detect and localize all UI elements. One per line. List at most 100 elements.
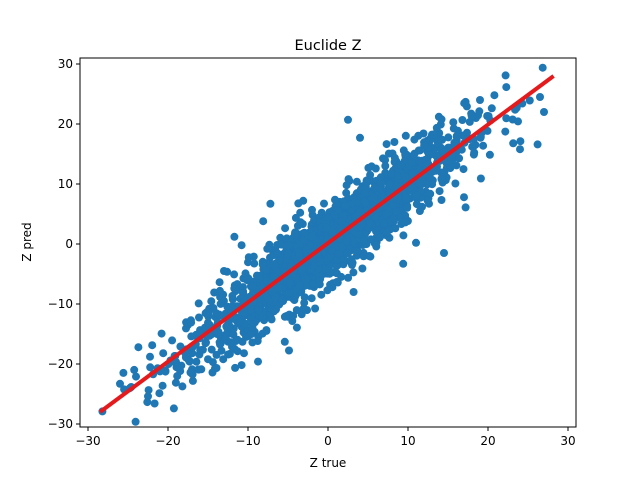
data-point [182,324,190,333]
data-point [216,340,224,349]
data-point [401,150,410,159]
data-point [178,382,187,391]
data-point [159,349,168,358]
data-point [401,173,410,182]
data-point [299,304,308,313]
data-point [241,269,250,278]
data-point [248,323,257,332]
data-point [269,260,278,269]
data-point [228,291,237,300]
data-point [386,169,395,178]
data-point [409,151,418,160]
data-point [444,133,453,142]
data-point [415,179,424,188]
data-point [227,302,236,311]
data-point [418,202,426,211]
data-point [381,161,390,170]
data-point [540,108,548,116]
data-point [243,276,252,285]
data-point [407,158,416,167]
data-point [144,392,152,401]
data-point [332,278,341,286]
data-point [222,322,231,331]
data-point [450,138,459,147]
data-point [277,240,286,249]
data-point [157,329,166,338]
data-point [474,111,482,120]
data-point [169,404,178,413]
data-point [325,267,334,276]
data-point [399,231,408,240]
data-point [201,339,210,348]
data-point [516,137,525,146]
data-point [258,260,267,269]
data-point [119,368,128,377]
data-point [308,205,316,214]
data-point [212,364,221,372]
data-point [467,111,476,120]
data-point [146,352,154,361]
data-point [371,164,380,173]
y-axis-label: Z pred [20,222,34,261]
data-point [328,227,337,236]
data-point [509,139,518,148]
data-point [348,206,357,215]
data-point [401,218,410,227]
data-point [356,133,364,142]
data-point [410,135,419,144]
data-point [155,389,164,398]
data-point [273,249,282,258]
data-point [452,132,461,141]
data-point [476,133,485,142]
data-point [254,357,262,366]
data-point [391,224,400,233]
data-point [479,141,488,150]
data-point [311,304,320,313]
data-point [254,306,263,315]
data-point [278,295,287,304]
data-point [316,257,324,266]
data-point [220,267,228,275]
data-point [195,313,203,322]
chart-title: Euclide Z [294,38,361,54]
data-point [336,223,345,232]
data-point [331,195,339,204]
data-point [460,99,469,108]
data-point [214,328,223,337]
x-tick-label: −20 [155,434,180,448]
data-point [434,139,443,148]
data-point [317,290,326,299]
fit-line [98,74,555,414]
data-point [476,96,484,104]
data-point [247,330,256,338]
data-point [197,365,206,374]
data-point [323,214,332,223]
data-point [116,379,124,388]
data-point [465,117,474,126]
data-point [338,243,347,252]
data-point [361,188,370,197]
x-tick-label: −30 [75,434,100,448]
data-point [352,177,361,186]
data-point [194,299,203,308]
data-point [250,259,259,268]
data-point [435,187,444,196]
data-point [258,312,267,321]
data-point [370,183,379,192]
data-point [393,171,402,180]
data-point [307,232,316,241]
data-point [230,284,239,293]
data-point [408,169,417,178]
x-tick-label: 20 [480,434,495,448]
data-point [307,294,316,303]
data-point [502,83,511,92]
data-point [207,345,216,354]
y-tick-label: 20 [58,117,73,131]
data-point [390,138,399,146]
data-point [285,288,294,297]
data-point [322,223,331,232]
data-point [381,156,390,165]
data-point [188,376,197,385]
x-axis-label: Z true [310,456,347,470]
